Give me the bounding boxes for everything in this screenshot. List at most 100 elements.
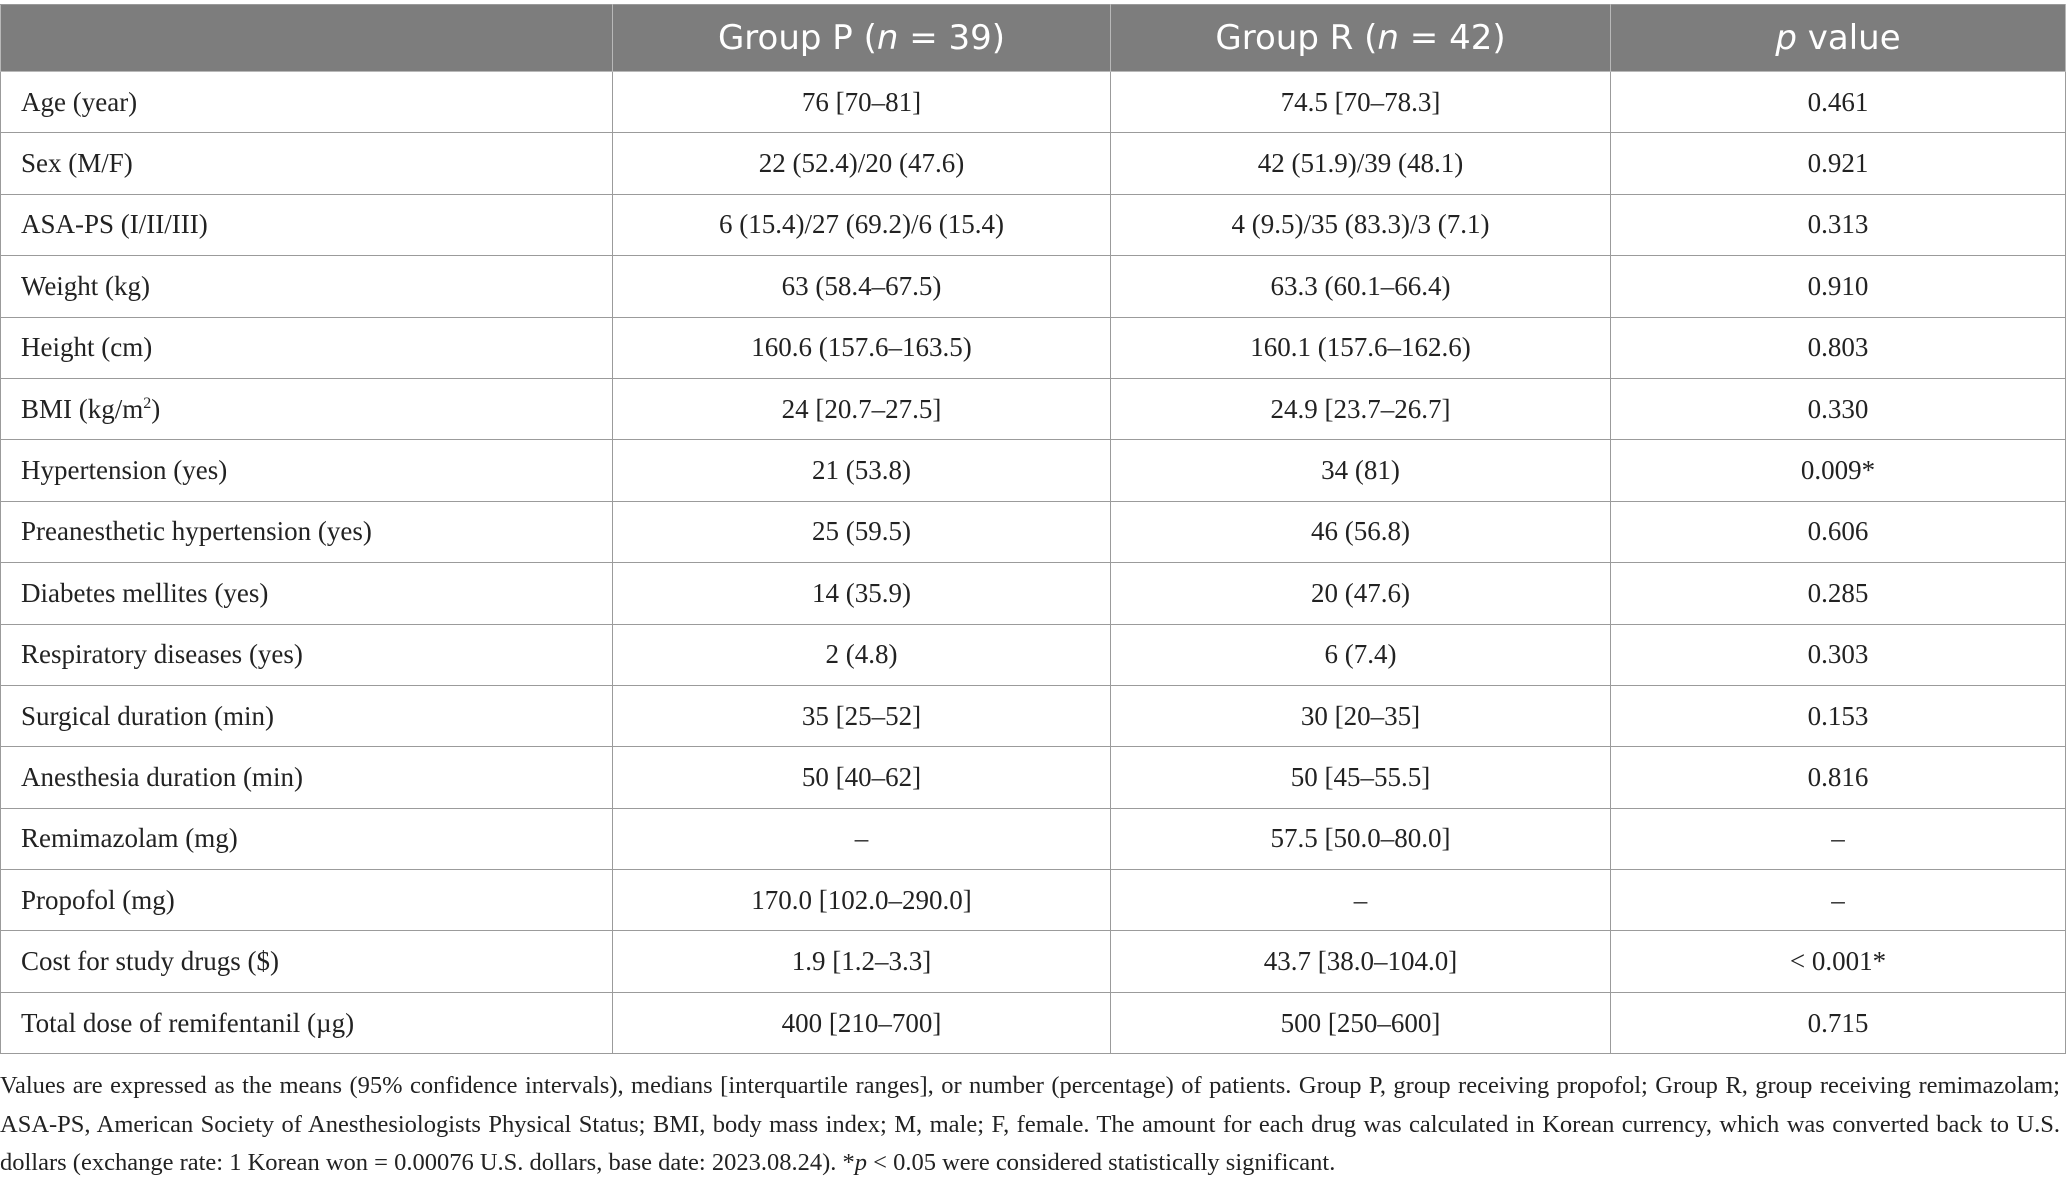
p-value-cell: 0.606 bbox=[1610, 500, 2066, 564]
p-value-cell: 0.313 bbox=[1610, 193, 2066, 257]
table-footnote: Values are expressed as the means (95% c… bbox=[0, 1067, 2060, 1183]
row-label-superscript: 2 bbox=[143, 394, 152, 412]
group-p-value: 35 [25–52] bbox=[612, 684, 1111, 748]
p-value-cell: 0.921 bbox=[1610, 132, 2066, 195]
group-r-value: 20 (47.6) bbox=[1110, 562, 1611, 625]
group-p-value: 6 (15.4)/27 (69.2)/6 (15.4) bbox=[612, 193, 1111, 257]
header-group-r-prefix: Group R ( bbox=[1215, 18, 1378, 58]
group-r-value: 500 [250–600] bbox=[1110, 991, 1611, 1055]
row-label: Preanesthetic hypertension (yes) bbox=[0, 500, 613, 564]
table-row: Age (year) 76 [70–81] 74.5 [70–78.3] 0.4… bbox=[0, 70, 2066, 134]
group-p-value: 160.6 (157.6–163.5) bbox=[612, 316, 1111, 379]
patient-characteristics-table: Group P (n = 39) Group R (n = 42) p valu… bbox=[0, 4, 2066, 1055]
row-label: Respiratory diseases (yes) bbox=[0, 623, 613, 686]
header-p-value-suffix: value bbox=[1796, 18, 1901, 58]
group-r-value: 46 (56.8) bbox=[1110, 500, 1611, 564]
row-label: Cost for study drugs ($) bbox=[0, 930, 613, 993]
table-row: Cost for study drugs ($) 1.9 [1.2–3.3] 4… bbox=[0, 930, 2066, 993]
header-group-r-suffix: = 42) bbox=[1398, 18, 1506, 58]
p-value-cell: 0.153 bbox=[1610, 684, 2066, 748]
p-value-cell: – bbox=[1610, 807, 2066, 871]
table-row: Hypertension (yes) 21 (53.8) 34 (81) 0.0… bbox=[0, 439, 2066, 502]
table-row: Respiratory diseases (yes) 2 (4.8) 6 (7.… bbox=[0, 623, 2066, 686]
footnote-tail: < 0.05 were considered statistically sig… bbox=[867, 1149, 1336, 1176]
p-value-cell: 0.910 bbox=[1610, 255, 2066, 318]
header-variable bbox=[0, 4, 613, 72]
table-row: Remimazolam (mg) – 57.5 [50.0–80.0] – bbox=[0, 807, 2066, 871]
group-p-value: 2 (4.8) bbox=[612, 623, 1111, 686]
group-r-value: 74.5 [70–78.3] bbox=[1110, 70, 1611, 134]
group-r-value: 4 (9.5)/35 (83.3)/3 (7.1) bbox=[1110, 193, 1611, 257]
table-row: Propofol (mg) 170.0 [102.0–290.0] – – bbox=[0, 869, 2066, 932]
header-group-r: Group R (n = 42) bbox=[1110, 4, 1611, 72]
table-row: Sex (M/F) 22 (52.4)/20 (47.6) 42 (51.9)/… bbox=[0, 132, 2066, 195]
table-row: Weight (kg) 63 (58.4–67.5) 63.3 (60.1–66… bbox=[0, 255, 2066, 318]
row-label-close: ) bbox=[151, 393, 161, 424]
row-label: Sex (M/F) bbox=[0, 132, 613, 195]
p-value-cell: 0.816 bbox=[1610, 746, 2066, 809]
group-r-value: 57.5 [50.0–80.0] bbox=[1110, 807, 1611, 871]
header-group-p-prefix: Group P ( bbox=[717, 18, 877, 58]
row-label: Hypertension (yes) bbox=[0, 439, 613, 502]
header-p-italic: p bbox=[1775, 18, 1797, 58]
group-p-value: 22 (52.4)/20 (47.6) bbox=[612, 132, 1111, 195]
table-header-row: Group P (n = 39) Group R (n = 42) p valu… bbox=[0, 4, 2066, 72]
row-label: Propofol (mg) bbox=[0, 869, 613, 932]
row-label: ASA-PS (I/II/III) bbox=[0, 193, 613, 257]
table-row: Height (cm) 160.6 (157.6–163.5) 160.1 (1… bbox=[0, 316, 2066, 379]
p-value-cell: 0.803 bbox=[1610, 316, 2066, 379]
p-value-cell: 0.303 bbox=[1610, 623, 2066, 686]
group-p-value: 400 [210–700] bbox=[612, 991, 1111, 1055]
row-label: Total dose of remifentanil (µg) bbox=[0, 991, 613, 1055]
table-row: BMI (kg/m2) 24 [20.7–27.5] 24.9 [23.7–26… bbox=[0, 377, 2066, 441]
group-r-value: 50 [45–55.5] bbox=[1110, 746, 1611, 809]
row-label: Age (year) bbox=[0, 70, 613, 134]
group-r-value: 42 (51.9)/39 (48.1) bbox=[1110, 132, 1611, 195]
p-value-cell: 0.461 bbox=[1610, 70, 2066, 134]
table-row: Diabetes mellites (yes) 14 (35.9) 20 (47… bbox=[0, 562, 2066, 625]
group-p-value: 1.9 [1.2–3.3] bbox=[612, 930, 1111, 993]
row-label: Surgical duration (min) bbox=[0, 684, 613, 748]
p-value-cell: 0.285 bbox=[1610, 562, 2066, 625]
header-group-p-suffix: = 39) bbox=[898, 18, 1006, 58]
group-r-value: 63.3 (60.1–66.4) bbox=[1110, 255, 1611, 318]
row-label: Anesthesia duration (min) bbox=[0, 746, 613, 809]
p-value-cell: 0.009* bbox=[1610, 439, 2066, 502]
table-row: Preanesthetic hypertension (yes) 25 (59.… bbox=[0, 500, 2066, 564]
group-p-value: 21 (53.8) bbox=[612, 439, 1111, 502]
p-value-cell: < 0.001* bbox=[1610, 930, 2066, 993]
row-label: Height (cm) bbox=[0, 316, 613, 379]
footnote-text: Values are expressed as the means (95% c… bbox=[0, 1072, 2060, 1176]
group-p-value: 14 (35.9) bbox=[612, 562, 1111, 625]
group-p-value: 170.0 [102.0–290.0] bbox=[612, 869, 1111, 932]
group-p-value: 24 [20.7–27.5] bbox=[612, 377, 1111, 441]
group-p-value: 76 [70–81] bbox=[612, 70, 1111, 134]
row-label: Diabetes mellites (yes) bbox=[0, 562, 613, 625]
group-r-value: 6 (7.4) bbox=[1110, 623, 1611, 686]
header-group-r-n: n bbox=[1377, 18, 1399, 58]
group-p-value: 25 (59.5) bbox=[612, 500, 1111, 564]
table-row: Anesthesia duration (min) 50 [40–62] 50 … bbox=[0, 746, 2066, 809]
header-group-p: Group P (n = 39) bbox=[612, 4, 1111, 72]
header-group-p-n: n bbox=[876, 18, 899, 58]
group-r-value: 30 [20–35] bbox=[1110, 684, 1611, 748]
p-value-cell: 0.715 bbox=[1610, 991, 2066, 1055]
group-r-value: 34 (81) bbox=[1110, 439, 1611, 502]
p-value-cell: – bbox=[1610, 869, 2066, 932]
group-p-value: 63 (58.4–67.5) bbox=[612, 255, 1111, 318]
group-p-value: 50 [40–62] bbox=[612, 746, 1111, 809]
row-label: Remimazolam (mg) bbox=[0, 807, 613, 871]
table-row: Surgical duration (min) 35 [25–52] 30 [2… bbox=[0, 684, 2066, 748]
p-value-cell: 0.330 bbox=[1610, 377, 2066, 441]
table-row: ASA-PS (I/II/III) 6 (15.4)/27 (69.2)/6 (… bbox=[0, 193, 2066, 257]
group-p-value: – bbox=[612, 807, 1111, 871]
group-r-value: 43.7 [38.0–104.0] bbox=[1110, 930, 1611, 993]
row-label: Weight (kg) bbox=[0, 255, 613, 318]
group-r-value: 24.9 [23.7–26.7] bbox=[1110, 377, 1611, 441]
header-p-value: p value bbox=[1610, 4, 2066, 72]
footnote-p-italic: p bbox=[854, 1149, 868, 1176]
group-r-value: – bbox=[1110, 869, 1611, 932]
group-r-value: 160.1 (157.6–162.6) bbox=[1110, 316, 1611, 379]
data-table-container: Group P (n = 39) Group R (n = 42) p valu… bbox=[0, 4, 2066, 1055]
row-label-text: BMI (kg/m bbox=[21, 393, 144, 424]
